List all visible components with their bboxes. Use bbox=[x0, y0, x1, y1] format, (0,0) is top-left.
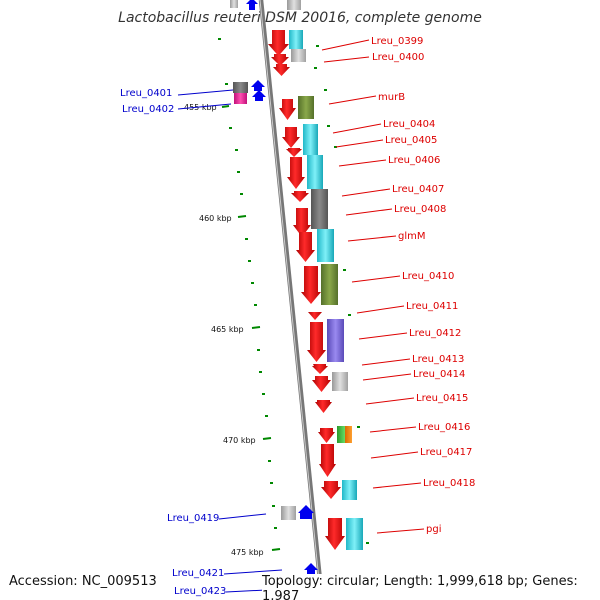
gene-arrow bbox=[298, 505, 314, 519]
gene-arrow bbox=[230, 0, 238, 8]
gene-arrow bbox=[293, 208, 311, 237]
gene-arrow bbox=[296, 232, 315, 262]
gene-label: Lreu_0417 bbox=[420, 447, 472, 458]
gene-label: Lreu_0405 bbox=[385, 135, 437, 146]
scale-tick-label: 475 kbp bbox=[231, 548, 264, 557]
gene-arrow bbox=[251, 80, 265, 91]
gene-label: Lreu_0419 bbox=[167, 513, 219, 524]
scale-tick-label: 460 kbp bbox=[199, 214, 232, 223]
cog-block bbox=[281, 506, 296, 520]
forward-labels: Lreu_0399 Lreu_0400 murB Lreu_0404 Lreu_… bbox=[371, 36, 475, 535]
gene-label: Lreu_0401 bbox=[120, 88, 172, 99]
gene-arrow bbox=[282, 127, 300, 148]
gene-label: Lreu_0423 bbox=[174, 586, 226, 597]
cog-block bbox=[327, 319, 344, 362]
cog-block bbox=[291, 49, 306, 62]
gene-label: Lreu_0416 bbox=[418, 422, 470, 433]
cog-block bbox=[321, 264, 338, 305]
genome-backbone bbox=[258, 0, 325, 600]
gene-label: Lreu_0407 bbox=[392, 184, 444, 195]
cog-block bbox=[287, 0, 301, 10]
gene-arrow bbox=[315, 400, 332, 413]
gene-arrow bbox=[308, 312, 322, 320]
cog-block bbox=[317, 229, 334, 262]
cog-block bbox=[307, 155, 323, 189]
gene-arrow bbox=[279, 99, 296, 120]
gene-arrow bbox=[312, 364, 328, 374]
gene-label: Lreu_0399 bbox=[371, 36, 423, 47]
cog-block bbox=[233, 82, 248, 93]
gene-arrow bbox=[307, 322, 326, 362]
scale-ticks: 455 kbp 460 kbp 465 kbp 470 kbp 475 kbp bbox=[184, 103, 281, 557]
reverse-genes bbox=[230, 0, 318, 600]
scale-tick-mark bbox=[237, 215, 247, 218]
gene-label: Lreu_0406 bbox=[388, 155, 440, 166]
scale-tick-mark bbox=[221, 105, 230, 108]
scale-tick-mark bbox=[271, 548, 281, 551]
gene-label: Lreu_0418 bbox=[423, 478, 475, 489]
gene-label: Lreu_0414 bbox=[413, 369, 465, 380]
scale-tick-label: 455 kbp bbox=[184, 103, 217, 112]
gene-arrow bbox=[319, 444, 336, 477]
gene-label: Lreu_0412 bbox=[409, 328, 461, 339]
cog-block bbox=[342, 480, 357, 500]
cog-block bbox=[346, 518, 363, 550]
genome-summary-text: Topology: circular; Length: 1,999,618 bp… bbox=[262, 574, 600, 600]
gene-arrow bbox=[291, 191, 309, 202]
gene-arrow bbox=[271, 54, 289, 66]
scale-tick-label: 470 kbp bbox=[223, 436, 256, 445]
gene-label: Lreu_0402 bbox=[122, 104, 174, 115]
gene-arrow bbox=[301, 266, 321, 304]
gene-label: Lreu_0415 bbox=[416, 393, 468, 404]
gene-label: Lreu_0421 bbox=[172, 568, 224, 579]
cog-block bbox=[337, 426, 345, 443]
forward-genes bbox=[268, 30, 345, 600]
gene-arrow bbox=[325, 518, 345, 550]
gene-arrow bbox=[321, 481, 341, 499]
cog-block bbox=[303, 124, 318, 155]
scale-tick-mark bbox=[251, 326, 261, 329]
gene-label: Lreu_0410 bbox=[402, 271, 454, 282]
gene-arrow bbox=[318, 428, 335, 443]
gene-label: Lreu_0400 bbox=[372, 52, 424, 63]
gene-label: glmM bbox=[398, 231, 426, 242]
gene-arrow bbox=[304, 563, 318, 574]
cog-block bbox=[289, 30, 303, 49]
scale-tick-label: 465 kbp bbox=[211, 325, 244, 334]
gene-label: Lreu_0408 bbox=[394, 204, 446, 215]
gene-arrow bbox=[287, 157, 305, 189]
minor-ticks bbox=[218, 38, 369, 544]
reverse-labels: Lreu_0401 Lreu_0402 Lreu_0419 Lreu_0421 … bbox=[120, 88, 226, 597]
cog-block bbox=[234, 93, 247, 104]
gene-label: Lreu_0411 bbox=[406, 301, 458, 312]
gene-label: Lreu_0413 bbox=[412, 354, 464, 365]
map-title: Lactobacillus reuteri DSM 20016, complet… bbox=[118, 10, 482, 26]
gene-arrow bbox=[252, 90, 266, 101]
gene-arrow bbox=[312, 376, 331, 392]
cog-block bbox=[345, 426, 352, 443]
gene-arrow bbox=[286, 148, 302, 157]
gene-label: murB bbox=[378, 92, 405, 103]
genome-backbone-highlight bbox=[259, 0, 322, 600]
forward-label-leaders bbox=[321, 39, 425, 534]
accession-text: Accession: NC_009513 bbox=[9, 574, 157, 589]
gene-arrow bbox=[273, 64, 290, 76]
cog-block bbox=[332, 372, 348, 391]
gene-label: pgi bbox=[426, 524, 441, 535]
gene-arrow bbox=[268, 30, 289, 56]
gene-label: Lreu_0404 bbox=[383, 119, 435, 130]
cog-block bbox=[298, 96, 314, 119]
forward-cog-blocks bbox=[287, 0, 363, 550]
gene-arrow bbox=[246, 0, 258, 10]
cog-block bbox=[311, 189, 328, 229]
scale-tick-mark bbox=[262, 437, 272, 440]
